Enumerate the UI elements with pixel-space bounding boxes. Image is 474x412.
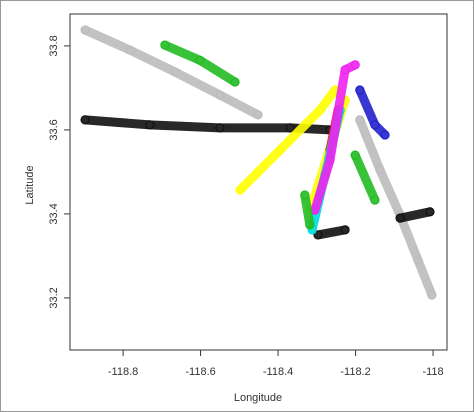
x-tick-label: -118 xyxy=(422,366,443,378)
track xyxy=(350,150,380,205)
point xyxy=(80,115,90,125)
point xyxy=(370,195,380,205)
point xyxy=(275,145,285,155)
track xyxy=(310,60,360,215)
point xyxy=(230,77,240,87)
point xyxy=(395,213,405,223)
y-axis-title: Latitude xyxy=(24,165,36,204)
point xyxy=(355,115,365,125)
x-axis-title: Longitude xyxy=(234,392,282,404)
point xyxy=(340,225,350,235)
track xyxy=(235,85,340,195)
point xyxy=(300,190,310,200)
y-tick-label: 33.2 xyxy=(48,287,60,308)
point xyxy=(305,220,315,230)
point xyxy=(375,165,385,175)
point xyxy=(215,90,225,100)
y-tick-label: 33.6 xyxy=(48,119,60,140)
point xyxy=(285,123,295,133)
point xyxy=(195,55,205,65)
track xyxy=(80,25,263,120)
point xyxy=(253,110,263,120)
x-tick-label: -118.6 xyxy=(185,366,215,378)
point xyxy=(427,290,437,300)
y-tick-label: 33.8 xyxy=(48,35,60,56)
point xyxy=(370,120,380,130)
x-tick-label: -118.2 xyxy=(340,366,370,378)
y-tick-label: 33.4 xyxy=(48,203,60,224)
point xyxy=(235,185,245,195)
point xyxy=(425,207,435,217)
track xyxy=(395,207,435,223)
x-tick-label: -118.8 xyxy=(108,366,138,378)
point xyxy=(125,45,135,55)
point xyxy=(350,60,360,70)
point xyxy=(340,65,350,75)
point xyxy=(413,255,423,265)
plot-box xyxy=(69,13,448,351)
point xyxy=(313,230,323,240)
x-tick-label: -118.4 xyxy=(263,366,293,378)
track xyxy=(355,85,390,140)
point xyxy=(160,40,170,50)
point xyxy=(355,85,365,95)
point xyxy=(215,123,225,133)
track xyxy=(300,190,315,230)
point xyxy=(325,155,335,165)
point xyxy=(170,67,180,77)
point xyxy=(315,105,325,115)
point xyxy=(380,130,390,140)
point xyxy=(350,150,360,160)
point xyxy=(80,25,90,35)
track xyxy=(160,40,240,87)
point xyxy=(145,120,155,130)
